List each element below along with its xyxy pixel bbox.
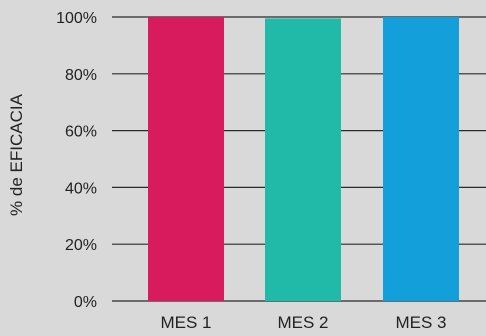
- bars: [148, 17, 459, 301]
- x-category-label: MES 3: [395, 313, 446, 332]
- bar-mes-2: [265, 18, 341, 301]
- y-tick-label: 60%: [65, 124, 97, 141]
- y-tick-labels: 0% 20% 40% 60% 80% 100%: [56, 10, 97, 311]
- y-tick-label: 100%: [56, 10, 97, 27]
- x-category-labels: MES 1 MES 2 MES 3: [160, 313, 446, 332]
- bar-mes-1: [148, 17, 224, 301]
- x-category-label: MES 2: [277, 313, 328, 332]
- y-tick-label: 0%: [74, 294, 97, 311]
- y-tick-label: 80%: [65, 67, 97, 84]
- bar-mes-3: [383, 17, 459, 301]
- y-tick-label: 40%: [65, 180, 97, 197]
- y-tick-label: 20%: [65, 237, 97, 254]
- y-axis-title: % de EFICACIA: [7, 93, 26, 216]
- x-category-label: MES 1: [160, 313, 211, 332]
